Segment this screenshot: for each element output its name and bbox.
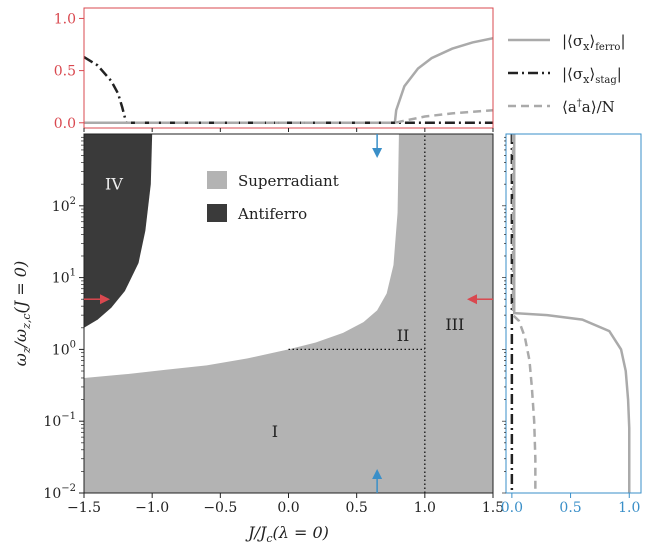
region-label-I: I	[272, 422, 278, 441]
top-cut-series	[84, 37, 493, 125]
x-tick-label: −0.5	[203, 500, 237, 516]
x-tick-label: 1.5	[482, 500, 504, 516]
x-tick-label: 1.0	[414, 500, 436, 516]
side-cut-series	[510, 134, 631, 493]
side-series-solid	[512, 134, 631, 493]
x-tick-label: 0.0	[277, 500, 299, 516]
top-series-dashdot	[84, 55, 493, 125]
x-tick-label: 0.5	[346, 500, 368, 516]
legend-entry-dashdot: |⟨σx⟩stag|	[562, 65, 622, 86]
side-x-tick-label: 0.5	[559, 500, 581, 516]
top-series-solid	[84, 37, 493, 125]
side-x-tick-label: 1.0	[618, 500, 640, 516]
y-tick-label: 10−2	[43, 483, 76, 502]
legend-entry-dashed: ⟨a†a⟩/N	[562, 98, 615, 116]
top-frame	[83, 7, 494, 129]
top-y-tick-label: 0.5	[54, 64, 76, 80]
top-series-dashed	[84, 109, 493, 125]
region-label-IV: IV	[105, 174, 123, 193]
y-tick-label: 101	[52, 268, 76, 287]
y-tick-label: 102	[52, 196, 76, 215]
region-label-II: II	[397, 326, 410, 345]
x-tick-label: −1.0	[135, 500, 169, 516]
antiferro-region	[84, 134, 153, 328]
arrow-up-1	[372, 469, 383, 493]
legend-label-superradiant: Superradiant	[238, 172, 339, 190]
legend-swatch-antiferro	[207, 204, 227, 222]
region-label-III: III	[445, 315, 464, 334]
x-axis-label: J/Jc(λ = 0)	[245, 523, 329, 542]
y-axis-label: ωz/ωz,c(J = 0)	[11, 261, 33, 366]
legend-label-antiferro: Antiferro	[237, 205, 307, 223]
y-tick-label: 10−1	[43, 411, 76, 430]
phase-regions	[84, 134, 493, 493]
side-series-dashed	[511, 134, 537, 493]
top-y-tick-label: 1.0	[54, 11, 76, 27]
legend-entry-solid: |⟨σx⟩ferro|	[562, 32, 626, 53]
arrow-down-0	[372, 134, 383, 158]
arrow-right-2	[84, 294, 110, 305]
top-y-tick-label: 0.0	[54, 116, 76, 132]
y-tick-label: 100	[52, 339, 76, 358]
superradiant-region	[84, 134, 493, 493]
arrow-left-3	[467, 294, 493, 305]
legend-swatch-superradiant	[207, 171, 227, 189]
x-tick-label: −1.5	[67, 500, 101, 516]
side-frame	[505, 133, 642, 494]
side-x-tick-label: 0.0	[501, 500, 523, 516]
